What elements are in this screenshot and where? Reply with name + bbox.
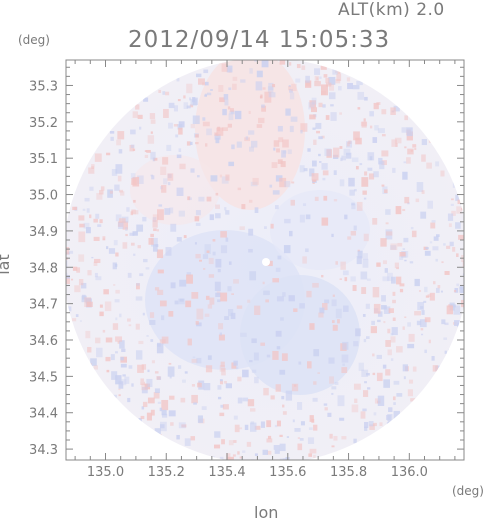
x-axis-label: lon: [254, 503, 279, 522]
x-tick-label: 135.6: [269, 465, 306, 480]
x-tick-label: 135.0: [87, 465, 124, 480]
x-tick-label: 135.4: [208, 465, 245, 480]
plot-frame: [65, 59, 465, 461]
x-axis-unit: (deg): [452, 484, 484, 498]
y-tick-label: 34.9: [29, 225, 58, 240]
y-axis-unit: (deg): [18, 33, 50, 47]
y-tick-label: 34.5: [29, 370, 58, 385]
y-tick-label: 34.4: [29, 407, 58, 422]
radar-field: [66, 60, 464, 460]
y-tick-label: 35.1: [29, 152, 58, 167]
velocity-pattern: [66, 60, 464, 460]
altitude-label: ALT(km) 2.0: [338, 0, 445, 20]
x-tick-label: 136.0: [391, 465, 428, 480]
y-tick-label: 35.0: [29, 189, 58, 204]
y-tick-label: 35.2: [29, 116, 58, 131]
x-tick-label: 135.8: [330, 465, 367, 480]
y-tick-label: 35.3: [29, 79, 58, 94]
axis-ticks: 135.0 135.2 135.4 135.6 135.8 136.0 35.3 35.2 35…: [29, 60, 464, 480]
y-tick-label: 34.3: [29, 443, 58, 458]
y-tick-label: 34.8: [29, 261, 58, 276]
x-tick-label: 135.2: [148, 465, 185, 480]
y-tick-label: 34.6: [29, 334, 58, 349]
timestamp-title: 2012/09/14 15:05:33: [128, 27, 391, 53]
y-tick-label: 34.7: [29, 298, 58, 313]
